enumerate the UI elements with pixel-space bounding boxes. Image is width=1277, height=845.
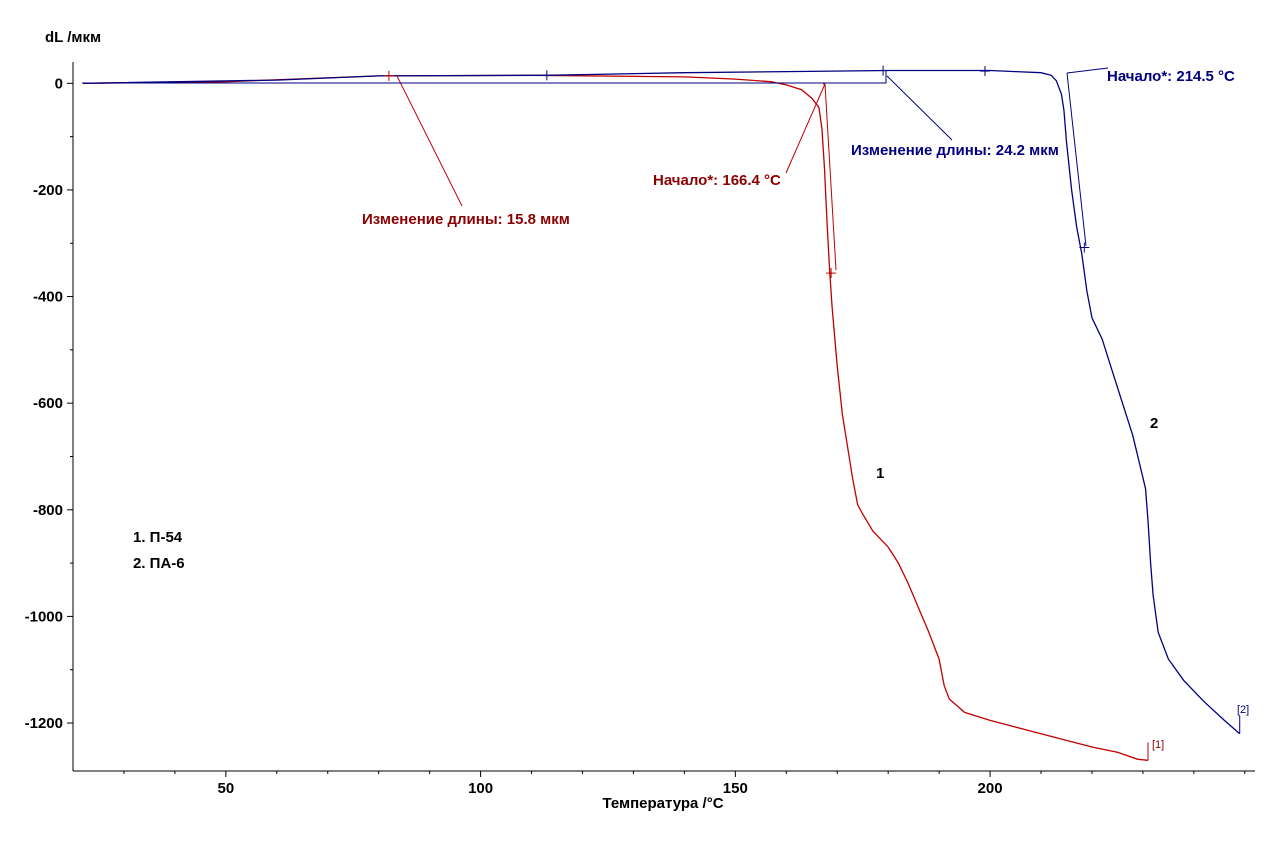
- x-ticks: 50 100 150 200: [123, 771, 1246, 797]
- legend-entry-2: 2. ПА-6: [133, 555, 185, 572]
- annotation-length-change-2: Изменение длины: 24.2 мкм: [851, 142, 1059, 159]
- curve-label-2: 2: [1150, 415, 1158, 432]
- baseline-helper-2: [82, 70, 887, 84]
- annotation-leader-1a: [396, 75, 463, 207]
- y-tick-label: -1000: [25, 608, 63, 625]
- y-tick-label: -600: [33, 395, 63, 412]
- annotation-leader-2b: [1066, 67, 1109, 74]
- y-axis-title: dL /мкм: [45, 29, 101, 46]
- axes: [72, 62, 1255, 772]
- end-label-1: [1]: [1152, 739, 1164, 751]
- y-ticks: 0 -200 -400 -600 -800 -1000 -1200: [25, 75, 73, 732]
- annotation-leader-2a: [886, 75, 953, 141]
- end-label-2: [2]: [1237, 704, 1249, 716]
- y-tick-label: -400: [33, 289, 63, 306]
- curve-label-1: 1: [876, 465, 884, 482]
- annotation-leader-1b: [785, 83, 826, 174]
- curve-labels: 1 2 [1] [2]: [876, 415, 1249, 751]
- x-axis-title: Температура /°C: [602, 795, 723, 812]
- annotation-onset-1: Начало*: 166.4 °C: [653, 172, 781, 189]
- x-tick-label: 100: [468, 780, 493, 797]
- onset-tangent-2: [1066, 72, 1087, 247]
- series-line-2: [83, 69, 1241, 735]
- x-tick-label: 200: [978, 780, 1003, 797]
- y-tick-label: 0: [55, 75, 63, 92]
- x-tick-label: 150: [723, 780, 748, 797]
- annotation-onset-2: Начало*: 214.5 °C: [1107, 68, 1235, 85]
- onset-tangent-1: [824, 83, 837, 271]
- series-line-1: [83, 74, 1149, 761]
- annotation-length-change-1: Изменение длины: 15.8 мкм: [362, 211, 570, 228]
- y-tick-label: -1200: [25, 715, 63, 732]
- legend-entry-1: 1. П-54: [133, 529, 183, 546]
- annotations: Изменение длины: 15.8 мкм Начало*: 166.4…: [82, 67, 1235, 271]
- y-tick-label: -800: [33, 502, 63, 519]
- series-layer: [83, 65, 1241, 761]
- legend: 1. П-54 2. ПА-6: [133, 529, 185, 572]
- y-tick-label: -200: [33, 182, 63, 199]
- x-tick-label: 50: [218, 780, 235, 797]
